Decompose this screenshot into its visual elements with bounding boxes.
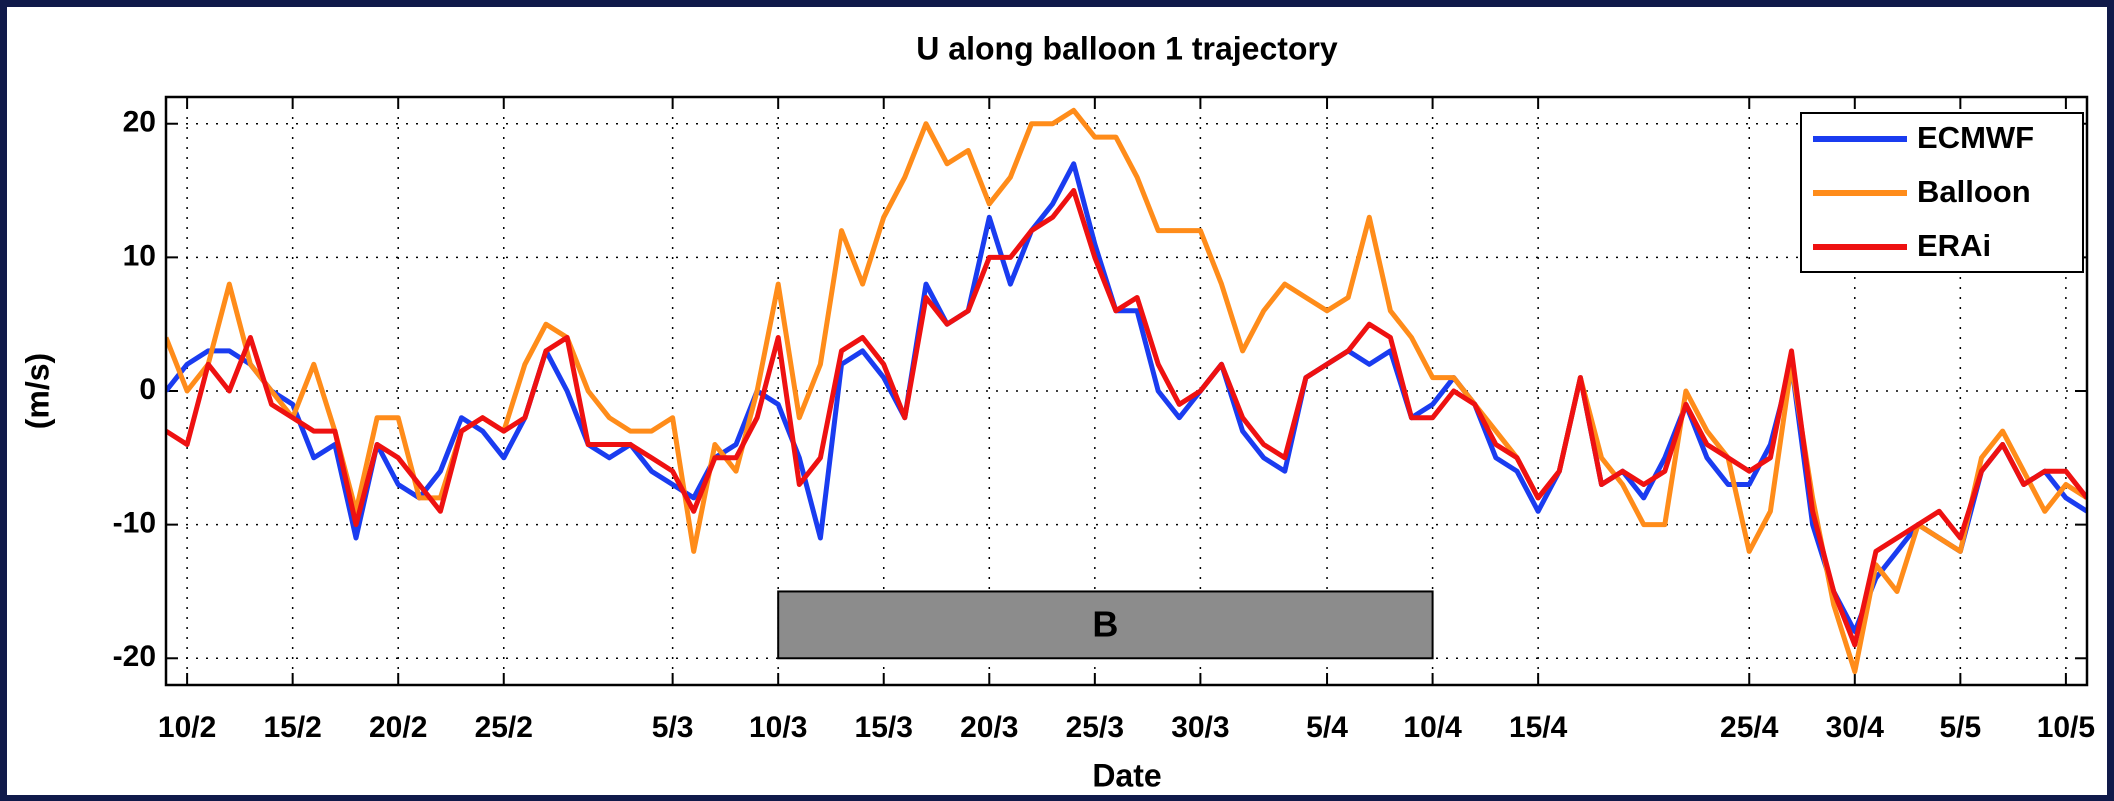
x-tick-label: 15/4 — [1509, 711, 1568, 744]
chart-title: U along balloon 1 trajectory — [916, 30, 1338, 66]
x-axis-label: Date — [1092, 757, 1161, 793]
x-tick-label: 5/4 — [1306, 711, 1348, 744]
x-tick-label: 15/2 — [263, 711, 321, 744]
legend-label: ECMWF — [1917, 120, 2034, 155]
x-tick-label: 5/5 — [1939, 711, 1981, 744]
axes-frame — [164, 95, 2089, 687]
x-tick-label: 30/3 — [1171, 711, 1229, 744]
x-tick-label: 10/5 — [2037, 711, 2095, 744]
series-line — [166, 188, 2087, 648]
x-tick-label: 25/2 — [475, 711, 533, 744]
x-tick-label: 15/3 — [855, 711, 913, 744]
x-tick-label: 25/3 — [1066, 711, 1124, 744]
x-tick-label: 5/3 — [652, 711, 694, 744]
annotation-box — [777, 590, 1434, 660]
series-line — [166, 161, 2087, 634]
annotation-label: B — [1092, 603, 1118, 644]
x-tick-label: 10/3 — [749, 711, 807, 744]
plot-area: B ECMWF Balloon ERAi — [164, 95, 2089, 687]
x-tick-label: 20/3 — [960, 711, 1018, 744]
y-axis-label: (m/s) — [19, 353, 55, 429]
y-tick-label: 20 — [123, 106, 156, 139]
y-tick-label: 10 — [123, 239, 156, 272]
y-tick-label: -10 — [113, 507, 156, 540]
legend-label: ERAi — [1917, 228, 1991, 263]
x-tick-label: 20/2 — [369, 711, 427, 744]
figure-background — [7, 7, 2107, 795]
x-tick-label: 10/2 — [158, 711, 216, 744]
legend-label: Balloon — [1917, 174, 2031, 209]
y-tick-label: 0 — [139, 373, 156, 406]
x-tick-label: 10/4 — [1403, 711, 1462, 744]
x-tick-label: 25/4 — [1720, 711, 1779, 744]
y-tick-label: -20 — [113, 640, 156, 673]
x-tick-label: 30/4 — [1826, 711, 1885, 744]
